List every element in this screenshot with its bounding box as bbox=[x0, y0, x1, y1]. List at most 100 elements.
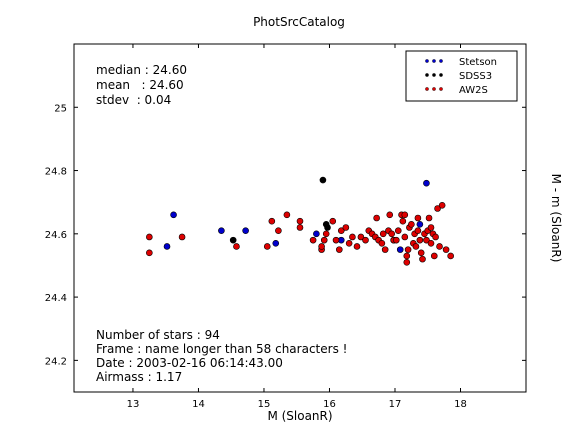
x-axis-label: M (SloanR) bbox=[267, 409, 332, 423]
legend-dot bbox=[432, 73, 436, 77]
legend-dot bbox=[425, 73, 429, 77]
data-point-aw2s bbox=[337, 227, 345, 234]
data-point-stetson bbox=[396, 246, 404, 253]
y-tick-label: 24.2 bbox=[45, 356, 67, 367]
stats-box: median : 24.60 mean : 24.60 stdev : 0.04 bbox=[96, 63, 187, 107]
data-point-aw2s bbox=[436, 243, 443, 250]
data-point-aw2s bbox=[178, 233, 186, 241]
data-point-sdss3 bbox=[319, 176, 327, 184]
data-point-aw2s bbox=[427, 240, 435, 247]
y-tick-label: 25 bbox=[54, 103, 67, 114]
legend-dot bbox=[432, 59, 436, 63]
data-point-aw2s bbox=[423, 236, 430, 244]
data-point-aw2s bbox=[283, 211, 291, 219]
y-tick-label: 24.6 bbox=[45, 230, 67, 241]
data-point-aw2s bbox=[322, 230, 330, 238]
data-point-stetson bbox=[272, 240, 280, 247]
axis-ticks: 13 14 15 16 17 18 24.2 24.4 24.6 24.8 25 bbox=[45, 44, 526, 410]
legend-label-aw2s: AW2S bbox=[459, 85, 488, 96]
data-point-aw2s bbox=[447, 252, 454, 260]
data-point-aw2s bbox=[332, 236, 340, 244]
stats-line-median: median : 24.60 bbox=[96, 63, 187, 77]
legend-dot bbox=[425, 59, 429, 63]
y-tick-label: 24.8 bbox=[45, 167, 67, 178]
x-tick-label: 14 bbox=[192, 399, 205, 410]
info-line-airmass: Airmass : 1.17 bbox=[96, 370, 182, 384]
data-point-aw2s bbox=[408, 221, 415, 228]
data-point-stetson bbox=[416, 221, 424, 228]
legend-dot bbox=[432, 87, 436, 91]
legend-entry-aw2s: AW2S bbox=[425, 85, 488, 96]
data-point-stetson bbox=[313, 230, 320, 238]
legend-box bbox=[405, 50, 518, 102]
data-point-aw2s bbox=[373, 214, 380, 222]
info-line-stars: Number of stars : 94 bbox=[96, 328, 220, 342]
legend-dot bbox=[439, 73, 443, 77]
data-point-aw2s bbox=[417, 249, 425, 257]
data-point-aw2s bbox=[427, 224, 435, 231]
y-tick-label: 24.4 bbox=[45, 293, 67, 304]
legend-marker-aw2s bbox=[425, 87, 443, 91]
x-tick-label: 16 bbox=[323, 399, 336, 410]
legend-label-stetson: Stetson bbox=[459, 57, 497, 68]
data-point-sdss3 bbox=[229, 236, 237, 244]
data-point-aw2s bbox=[378, 240, 386, 247]
y-axis-label: M - m (SloanR) bbox=[549, 174, 563, 263]
x-tick-label: 13 bbox=[127, 399, 140, 410]
data-point-aw2s bbox=[403, 258, 411, 266]
data-point-aw2s bbox=[342, 224, 350, 231]
data-point-aw2s bbox=[320, 236, 328, 244]
legend: Stetson SDSS3 AW2S bbox=[405, 50, 518, 102]
data-point-aw2s bbox=[353, 243, 361, 250]
x-tick-label: 17 bbox=[389, 399, 402, 410]
data-point-aw2s bbox=[394, 227, 402, 234]
data-point-aw2s bbox=[414, 214, 422, 222]
stats-line-mean: mean : 24.60 bbox=[96, 78, 184, 92]
data-point-aw2s bbox=[419, 255, 426, 263]
data-point-aw2s bbox=[296, 217, 304, 225]
data-point-aw2s bbox=[263, 243, 271, 250]
data-point-aw2s bbox=[309, 236, 317, 244]
data-point-aw2s bbox=[318, 243, 325, 250]
stats-line-stdev: stdev : 0.04 bbox=[96, 93, 171, 107]
legend-marker-sdss3 bbox=[425, 73, 443, 77]
data-point-aw2s bbox=[362, 236, 369, 244]
data-point-aw2s bbox=[401, 211, 409, 219]
x-tick-label: 15 bbox=[258, 399, 271, 410]
data-point-aw2s bbox=[336, 246, 343, 253]
data-point-aw2s bbox=[275, 227, 282, 234]
data-point-stetson bbox=[170, 211, 177, 219]
data-point-aw2s bbox=[349, 233, 356, 241]
data-point-aw2s bbox=[425, 214, 433, 222]
data-point-aw2s bbox=[233, 243, 240, 250]
data-point-aw2s bbox=[432, 233, 439, 241]
legend-dot bbox=[439, 59, 443, 63]
data-point-aw2s bbox=[434, 205, 441, 212]
info-line-frame: Frame : name longer than 58 characters ! bbox=[96, 342, 347, 356]
legend-dot bbox=[425, 87, 429, 91]
data-point-aw2s bbox=[430, 252, 438, 260]
data-point-aw2s bbox=[345, 240, 353, 247]
data-point-sdss3 bbox=[324, 224, 331, 231]
legend-label-sdss3: SDSS3 bbox=[459, 71, 492, 82]
data-point-aw2s bbox=[357, 233, 365, 241]
data-point-stetson bbox=[423, 179, 430, 187]
x-tick-label: 18 bbox=[454, 399, 467, 410]
data-point-aw2s bbox=[412, 243, 420, 250]
data-point-aw2s bbox=[379, 230, 387, 238]
data-point-aw2s bbox=[414, 227, 422, 234]
data-point-aw2s bbox=[386, 211, 394, 219]
data-point-aw2s bbox=[381, 246, 389, 253]
info-box: Number of stars : 94 Frame : name longer… bbox=[96, 328, 347, 384]
data-point-aw2s bbox=[268, 217, 276, 225]
data-point-stetson bbox=[218, 227, 225, 234]
data-point-aw2s bbox=[329, 217, 337, 225]
data-point-aw2s bbox=[296, 224, 304, 231]
legend-entry-sdss3: SDSS3 bbox=[425, 71, 492, 82]
chart-title: PhotSrcCatalog bbox=[253, 15, 345, 29]
legend-marker-stetson bbox=[425, 59, 443, 63]
info-line-date: Date : 2003-02-16 06:14:43.00 bbox=[96, 356, 283, 370]
data-point-aw2s bbox=[442, 246, 450, 253]
legend-dot bbox=[439, 87, 443, 91]
